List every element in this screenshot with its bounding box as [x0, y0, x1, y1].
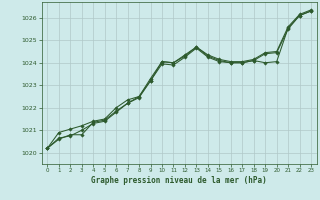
X-axis label: Graphe pression niveau de la mer (hPa): Graphe pression niveau de la mer (hPa)	[91, 176, 267, 185]
